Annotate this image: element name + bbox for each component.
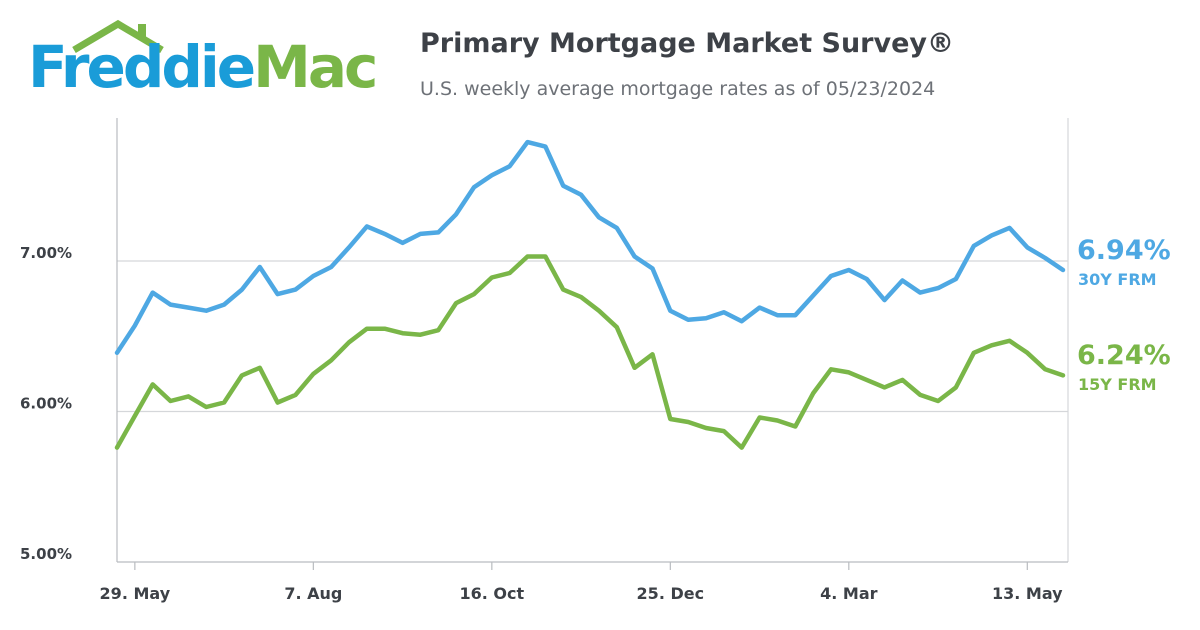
house-roof-icon bbox=[72, 19, 164, 54]
x-tick-label: 25. Dec bbox=[637, 584, 705, 603]
x-tick-label: 7. Aug bbox=[284, 584, 342, 603]
x-tick-label: 29. May bbox=[100, 584, 171, 603]
series-line-15y-frm bbox=[114, 254, 1066, 450]
series-30y-label: 30Y FRM bbox=[1078, 270, 1157, 289]
series-15y-end-value: 6.24% bbox=[1077, 340, 1171, 372]
page-subtitle: U.S. weekly average mortgage rates as of… bbox=[420, 78, 936, 100]
x-tick-label: 16. Oct bbox=[460, 584, 525, 603]
series-30y-end-value: 6.94% bbox=[1077, 235, 1171, 266]
y-tick-label: 5.00% bbox=[20, 545, 72, 563]
y-tick-label: 6.00% bbox=[20, 394, 72, 412]
series-line-30y-frm bbox=[114, 139, 1066, 356]
x-tick-label: 4. Mar bbox=[820, 584, 878, 603]
page-title: Primary Mortgage Market Survey® bbox=[420, 28, 955, 59]
logo-wordmark: FreddieMac bbox=[28, 38, 378, 96]
series-15y-label: 15Y FRM bbox=[1078, 375, 1157, 395]
x-tick-label: 13. May bbox=[992, 584, 1063, 603]
logo-word-freddie: Freddie bbox=[28, 33, 256, 101]
logo-word-mac: Mac bbox=[253, 33, 378, 101]
y-tick-label: 7.00% bbox=[20, 244, 72, 262]
freddie-mac-logo: FreddieMac bbox=[28, 18, 380, 108]
